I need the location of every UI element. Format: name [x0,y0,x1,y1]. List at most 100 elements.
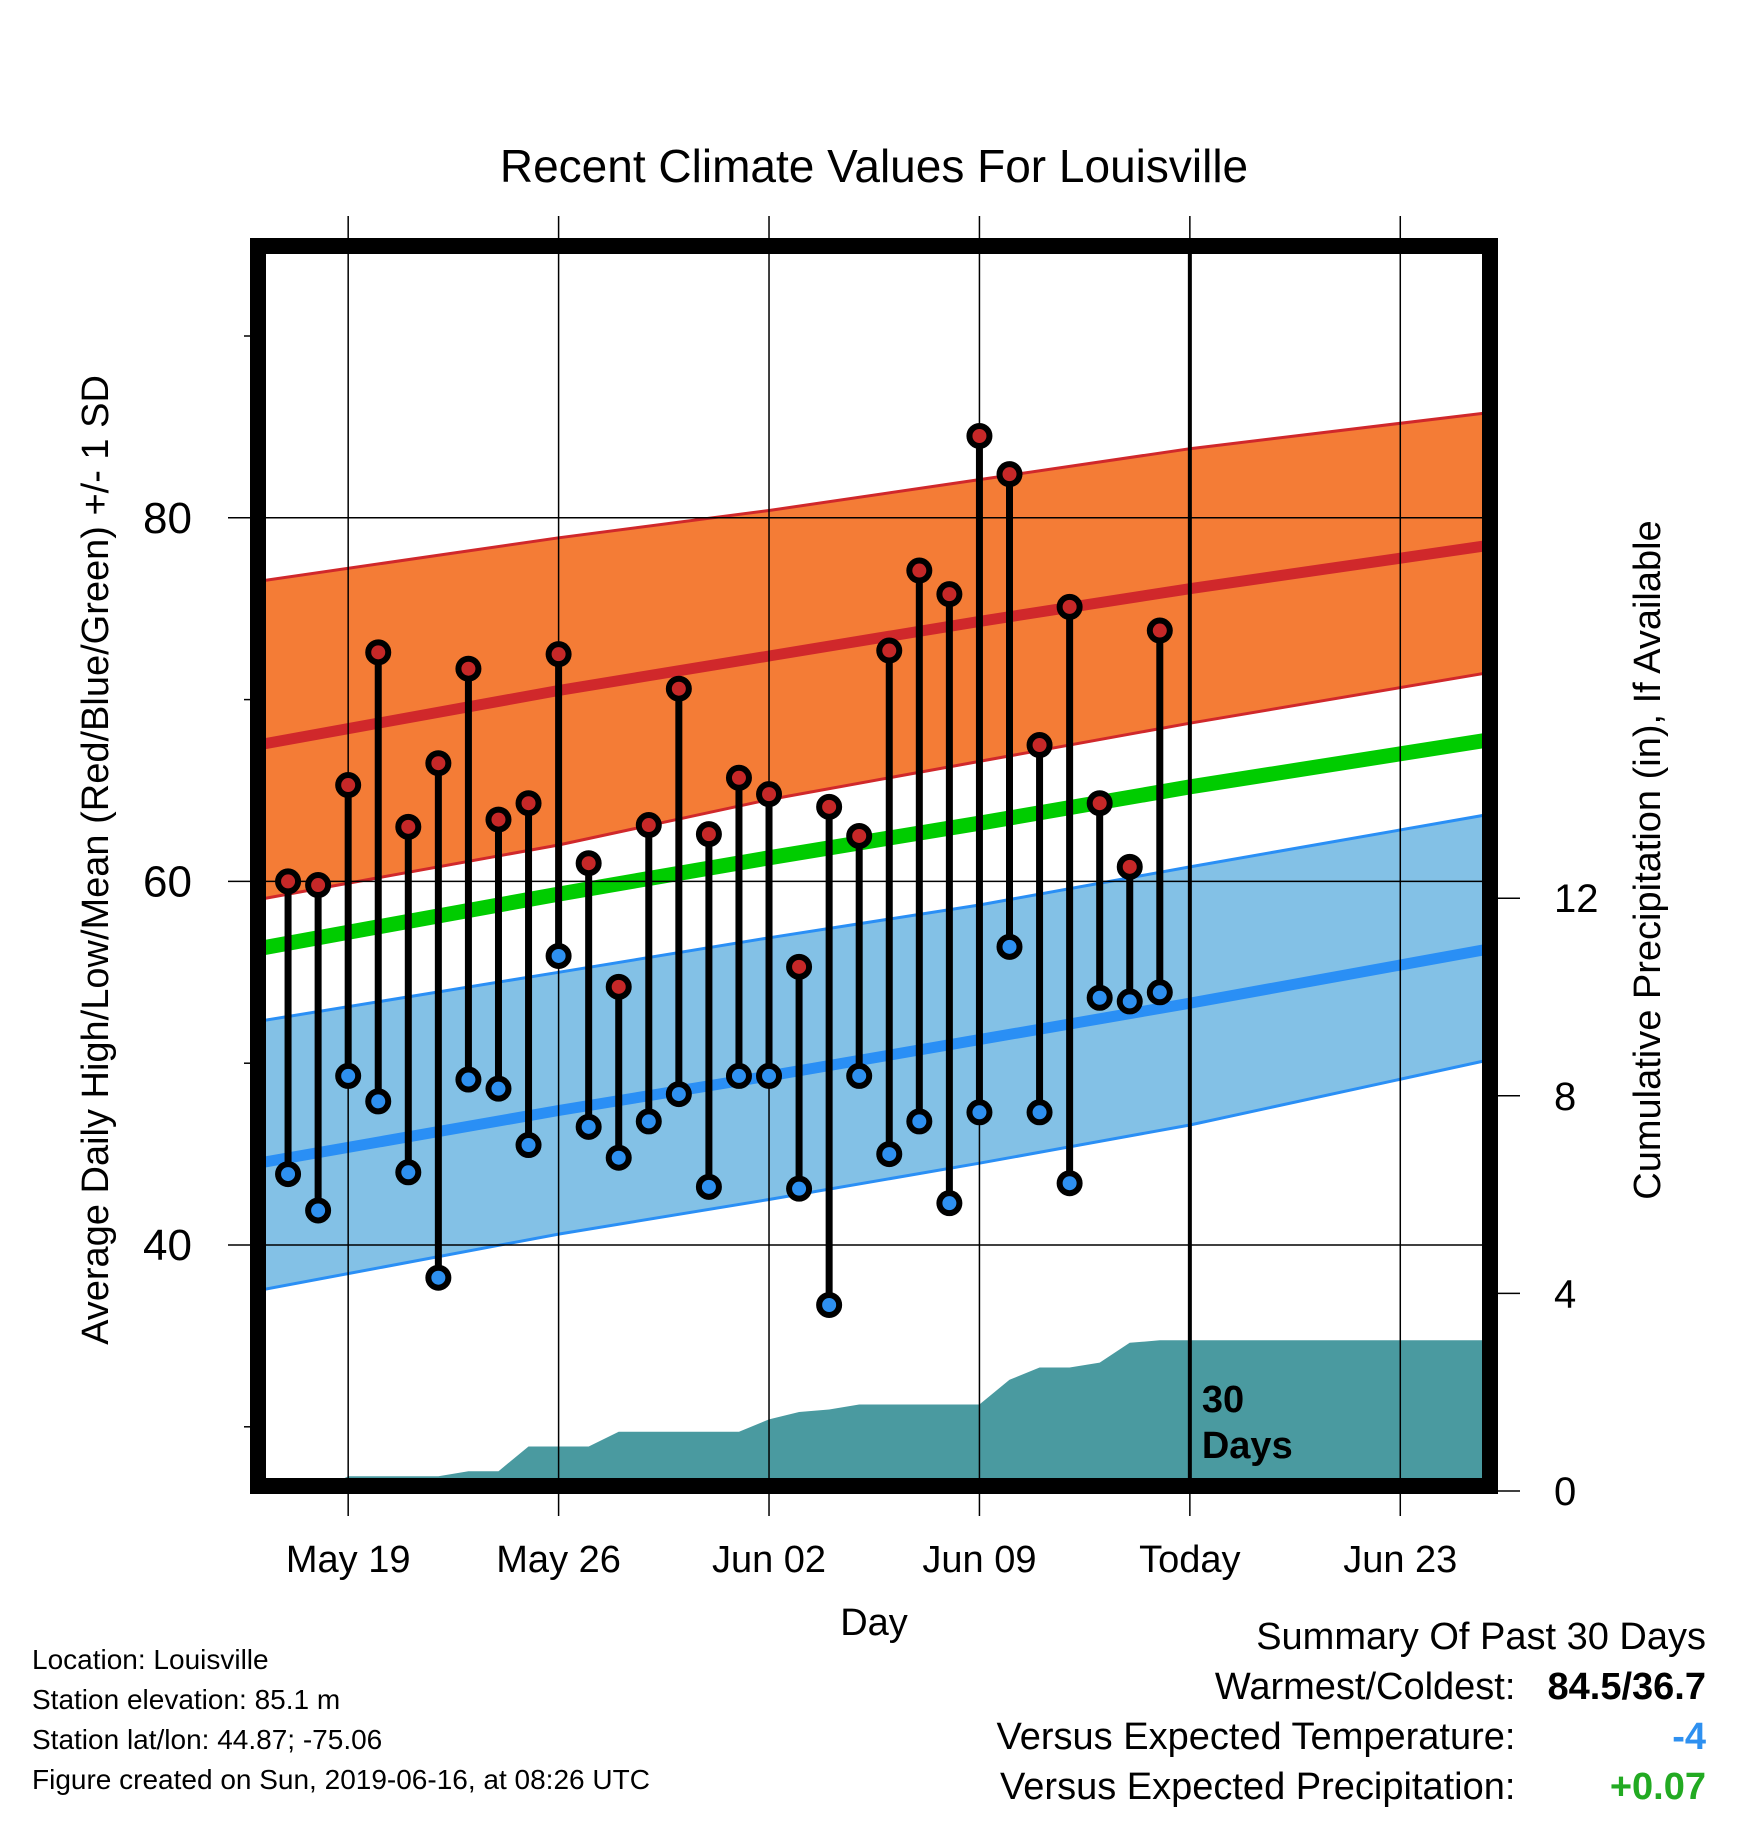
obs-high-point-17 [786,953,813,980]
obs-high-point-25 [1026,732,1053,759]
y2-tick-label-12: 12 [1554,877,1599,921]
temp-value: -4 [1672,1716,1706,1758]
obs-high-point-10 [575,850,602,877]
warmest-coldest-label: Warmest/Coldest: [1214,1666,1516,1708]
info-created: Figure created on Sun, 2019-06-16, at 08… [32,1764,650,1795]
obs-high-point-15 [725,764,752,791]
obs-low-point-9 [545,942,572,969]
precip-value: +0.07 [1609,1766,1706,1808]
obs-high-point-12 [635,812,662,839]
obs-high-point-2 [335,772,362,799]
obs-low-point-29 [1146,979,1173,1006]
info-latlon: Station lat/lon: 44.87; -75.06 [32,1724,383,1755]
high-band-upper-edge [258,410,1490,583]
obs-high-point-8 [515,790,542,817]
obs-high-point-20 [876,637,903,664]
y-axis-label: Average Daily High/Low/Mean (Red/Blue/Gr… [75,375,117,1345]
obs-low-point-1 [305,1197,332,1224]
obs-low-point-0 [275,1161,302,1188]
precip-area [258,1340,1490,1486]
obs-high-point-26 [1056,593,1083,620]
low-band-lower-edge [258,1058,1490,1292]
obs-low-point-5 [425,1264,452,1291]
low-band-upper-edge [258,812,1490,1023]
summary-panel: Summary Of Past 30 Days Warmest/Coldest:… [997,1612,1706,1812]
obs-low-point-21 [906,1108,933,1135]
obs-high-point-13 [665,675,692,702]
mean-normal-line [258,732,1490,957]
x-tick-label-3: Jun 09 [922,1539,1036,1581]
obs-high-point-24 [996,461,1023,488]
obs-high-point-9 [545,641,572,668]
summary-warmest-coldest: Warmest/Coldest: 84.5/36.7 [997,1662,1706,1712]
obs-low-point-14 [695,1173,722,1200]
obs-high-point-6 [455,655,482,682]
obs-low-point-12 [635,1108,662,1135]
warmest-coldest-value: 84.5/36.7 [1547,1666,1706,1708]
obs-high-point-16 [756,781,783,808]
obs-low-point-15 [725,1062,752,1089]
obs-high-point-0 [275,868,302,895]
info-location: Location: Louisville [32,1644,269,1675]
obs-low-point-4 [395,1159,422,1186]
obs-high-point-11 [605,973,632,1000]
obs-high-point-1 [305,872,332,899]
obs-low-point-27 [1086,984,1113,1011]
high-normal-line [258,539,1490,751]
station-info: Location: Louisville Station elevation: … [32,1640,650,1800]
x-axis-label: Day [840,1602,908,1644]
x-tick-label-4: Today [1139,1539,1240,1581]
y2-tick-label-4: 4 [1554,1272,1576,1316]
y-tick-label-80: 80 [143,494,192,543]
obs-high-point-28 [1116,853,1143,880]
obs-low-point-11 [605,1144,632,1171]
x-tick-label-5: Jun 23 [1343,1539,1457,1581]
today-days-label-1: Days [1202,1425,1293,1467]
chart-title: Recent Climate Values For Louisville [500,140,1248,192]
obs-high-point-27 [1086,790,1113,817]
obs-high-point-5 [425,750,452,777]
obs-high-point-29 [1146,617,1173,644]
obs-low-point-8 [515,1132,542,1159]
obs-low-point-16 [756,1062,783,1089]
low-normal-line [258,943,1490,1169]
obs-low-point-22 [936,1190,963,1217]
summary-precip: Versus Expected Precipitation: +0.07 [997,1762,1706,1812]
obs-high-point-23 [966,422,993,449]
obs-low-point-7 [485,1075,512,1102]
obs-high-point-22 [936,581,963,608]
obs-high-point-18 [816,793,843,820]
high-band-lower-edge [258,670,1490,902]
obs-high-point-4 [395,813,422,840]
obs-high-point-7 [485,806,512,833]
today-days-label-0: 30 [1202,1379,1244,1421]
obs-low-point-20 [876,1141,903,1168]
info-elevation: Station elevation: 85.1 m [32,1684,341,1715]
obs-low-point-17 [786,1175,813,1202]
obs-low-point-28 [1116,988,1143,1015]
x-tick-label-2: Jun 02 [712,1539,826,1581]
obs-high-point-21 [906,557,933,584]
y2-tick-label-8: 8 [1554,1075,1576,1119]
summary-title: Summary Of Past 30 Days [1256,1616,1706,1658]
obs-low-point-18 [816,1291,843,1318]
x-tick-label-1: May 26 [496,1539,621,1581]
y-tick-label-60: 60 [143,857,192,906]
precip-label: Versus Expected Precipitation: [1000,1766,1516,1808]
obs-low-point-19 [846,1062,873,1089]
obs-high-point-14 [695,821,722,848]
obs-low-point-26 [1056,1170,1083,1197]
obs-low-point-13 [665,1081,692,1108]
obs-high-point-3 [365,639,392,666]
plot-clip-group [258,410,1490,1486]
y-tick-label-40: 40 [143,1221,192,1270]
summary-temp: Versus Expected Temperature: -4 [997,1712,1706,1762]
obs-low-point-6 [455,1066,482,1093]
obs-high-point-19 [846,822,873,849]
obs-low-point-24 [996,933,1023,960]
obs-low-point-10 [575,1113,602,1140]
obs-low-point-25 [1026,1099,1053,1126]
y2-tick-label-0: 0 [1554,1470,1576,1514]
